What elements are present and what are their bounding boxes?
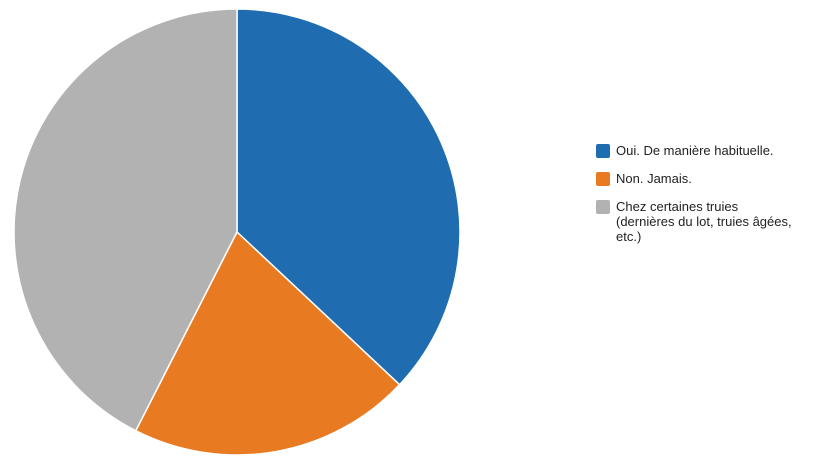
- legend-swatch: [596, 144, 610, 158]
- pie-slices: [13, 8, 461, 456]
- legend-label: Non. Jamais.: [616, 171, 692, 186]
- legend-swatch: [596, 200, 610, 214]
- pie-slice-certaines[interactable]: [13, 8, 238, 432]
- pie-slice-non[interactable]: [134, 230, 401, 456]
- legend-label: Chez certaines truies (dernières du lot,…: [616, 199, 792, 244]
- legend-swatch: [596, 172, 610, 186]
- legend-label: Oui. De manière habituelle.: [616, 143, 774, 158]
- legend: Oui. De manière habituelle. Non. Jamais.…: [596, 143, 796, 257]
- pie-slice-oui[interactable]: [236, 8, 461, 386]
- legend-item-oui[interactable]: Oui. De manière habituelle.: [596, 143, 796, 158]
- legend-item-certaines[interactable]: Chez certaines truies (dernières du lot,…: [596, 199, 796, 244]
- legend-item-non[interactable]: Non. Jamais.: [596, 171, 796, 186]
